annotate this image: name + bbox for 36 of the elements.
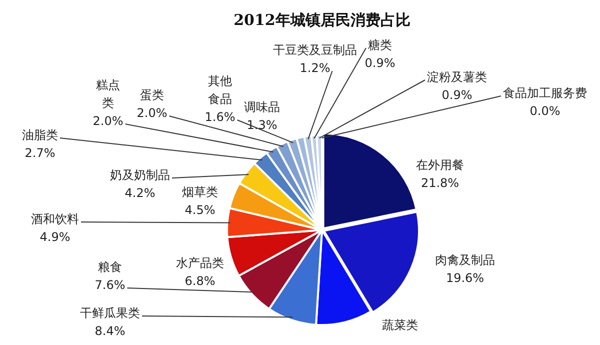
- slice-label: 干豆类及豆制品: [273, 43, 357, 58]
- data-label: 2.0%: [92, 114, 124, 128]
- data-label: 4.2%: [124, 186, 156, 200]
- data-label: 6.8%: [184, 274, 216, 288]
- slice-label: 水产品类: [176, 256, 224, 270]
- slice-label: 酒和饮料: [31, 212, 79, 226]
- data-label: 1.2%: [300, 61, 330, 76]
- slice-label: 在外用餐: [416, 158, 464, 172]
- data-label: 2.7%: [24, 146, 56, 160]
- slice-label: 蔬菜类: [382, 318, 418, 332]
- data-label: 2.0%: [136, 106, 168, 120]
- text: 0.0%: [530, 104, 560, 118]
- data-label: 19.6%: [446, 271, 484, 286]
- data-label: 4.5%: [184, 203, 216, 218]
- chart-title: 2012年城镇居民消费占比: [234, 10, 410, 29]
- slice-label: 烟草类: [182, 185, 218, 200]
- data-label: 0.9%: [442, 88, 472, 102]
- category-label: 食品加工服务费: [503, 86, 587, 100]
- data-label: 1.6%: [204, 110, 236, 124]
- slice-label: 奶及奶制品: [110, 168, 170, 182]
- slice-label: 肉禽及制品: [435, 253, 495, 268]
- slice-label: 粮食: [98, 260, 122, 274]
- slice-label: 糖类: [368, 38, 392, 52]
- data-label: 0.9%: [364, 56, 396, 70]
- slice-label: 蛋类: [140, 88, 164, 102]
- data-label: 7.6%: [94, 278, 126, 292]
- slice-label: 淀粉及薯类: [427, 70, 487, 84]
- data-label: 1.3%: [246, 118, 278, 132]
- slice-label: 干鲜瓜果类: [80, 306, 140, 320]
- data-label: 21.8%: [420, 176, 460, 190]
- slice-label: 其他食品: [208, 74, 232, 106]
- data-label: 4.9%: [40, 230, 70, 244]
- slice-label: 调味品: [244, 100, 280, 114]
- slice-label: 油脂类: [22, 128, 58, 142]
- data-label: 8.4%: [94, 324, 126, 338]
- slice-label: 糕点类: [96, 78, 120, 110]
